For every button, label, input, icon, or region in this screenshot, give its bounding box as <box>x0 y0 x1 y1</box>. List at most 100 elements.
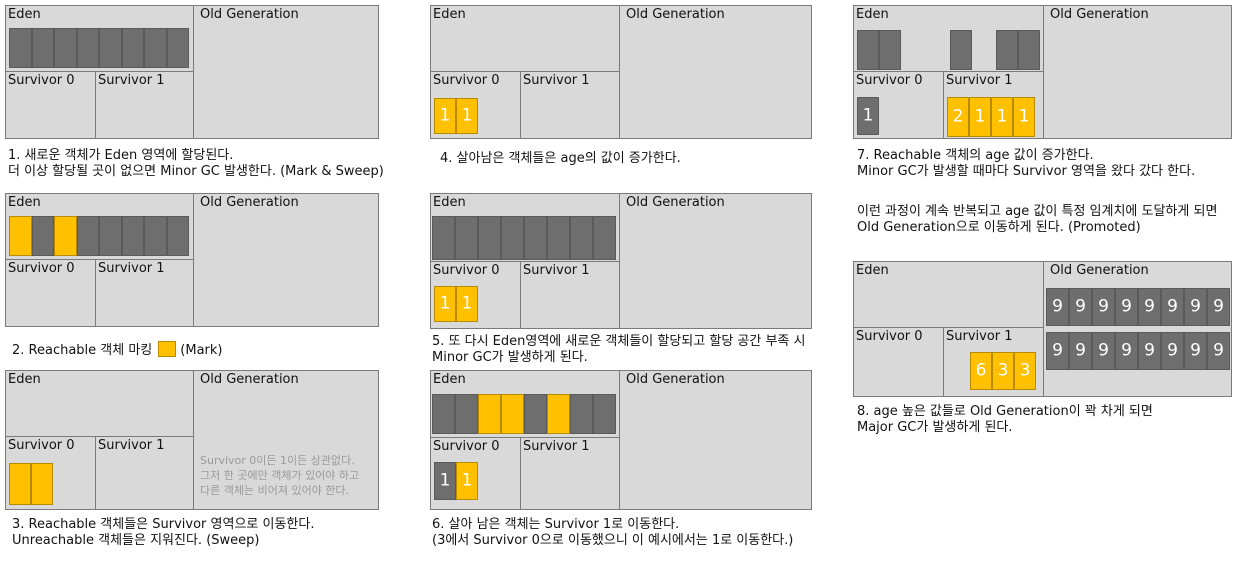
heap-diagram-step-3: Eden Survivor 0 Survivor 1 Old Generatio… <box>5 370 379 510</box>
survivor0-area: Survivor 0 <box>854 328 944 396</box>
object-age-value: 9 <box>1190 296 1201 317</box>
object-age-value: 9 <box>1190 340 1201 361</box>
survivor1-area: Survivor 1 <box>521 72 620 138</box>
object-age-value: 9 <box>1213 340 1224 361</box>
eden-area: Eden <box>854 262 1044 328</box>
eden-area: Eden <box>6 6 194 72</box>
object-age-value: 1 <box>439 470 451 491</box>
survivor1-label: Survivor 1 <box>98 261 165 276</box>
unreachable-object-block <box>121 28 144 68</box>
survivor0-label: Survivor 0 <box>433 439 500 454</box>
unreachable-object-block: 9 <box>1138 332 1161 370</box>
unreachable-object-block: 9 <box>1207 332 1230 370</box>
step-3-caption-line-1: 3. Reachable 객체들은 Survivor 영역으로 이동한다. <box>12 517 315 532</box>
old-generation-area: Old Generation Survivor 0이든 1이든 상관없다. 그저… <box>194 371 378 509</box>
step-5-caption-line-2: Minor GC가 발생하게 된다. <box>432 350 588 365</box>
survivor1-area: Survivor 1 <box>96 260 194 326</box>
unreachable-object-block: 1 <box>434 462 456 500</box>
unreachable-object-block <box>524 216 547 260</box>
unreachable-object-block <box>432 394 455 434</box>
unreachable-object-block: 9 <box>1115 332 1138 370</box>
object-age-value: 9 <box>1052 296 1063 317</box>
reachable-object-block <box>478 394 501 434</box>
unreachable-object-block <box>144 28 167 68</box>
object-age-value: 9 <box>1121 296 1132 317</box>
survivor1-label: Survivor 1 <box>523 263 590 278</box>
survivor1-area: Survivor 1 <box>521 262 620 328</box>
unreachable-object-block <box>76 216 99 256</box>
object-age-value: 9 <box>1167 296 1178 317</box>
unreachable-object-block <box>9 28 32 68</box>
unreachable-object-block: 9 <box>1207 288 1230 326</box>
unreachable-object-block <box>432 216 455 260</box>
step-6-caption-line-1: 6. 살아 남은 객체는 Survivor 1로 이동한다. <box>432 517 680 532</box>
step-8-caption-line-1: 8. age 높은 값들로 Old Generation이 꽉 차게 되면 <box>857 404 1153 419</box>
reachable-object-block: 2 <box>947 97 969 137</box>
step-2-caption: 2. Reachable 객체 마킹 (Mark) <box>12 341 222 358</box>
survivor0-label: Survivor 0 <box>8 438 75 453</box>
unreachable-object-block: 9 <box>1115 288 1138 326</box>
eden-label: Eden <box>8 195 41 210</box>
eden-block <box>879 30 901 70</box>
step-7-caption-line-2: Minor GC가 발생할 때마다 Survivor 영역을 왔다 갔다 한다. <box>857 164 1196 179</box>
unreachable-object-block <box>478 216 501 260</box>
old-generation-label: Old Generation <box>1050 7 1149 22</box>
survivor1-area: Survivor 1 <box>521 438 620 509</box>
eden-block <box>996 30 1018 70</box>
step-1-caption-line-1: 1. 새로운 객체가 Eden 영역에 할당된다. <box>8 148 234 163</box>
survivor1-label: Survivor 1 <box>98 73 165 88</box>
eden-label: Eden <box>856 7 889 22</box>
unreachable-object-block <box>593 216 616 260</box>
step-7-caption-line-3: 이런 과정이 계속 반복되고 age 값이 특정 임계치에 도달하게 되면 <box>857 204 1218 219</box>
step-5-caption-line-1: 5. 또 다시 Eden영역에 새로운 객체들이 할당되고 할당 공간 부족 시 <box>432 334 806 349</box>
reachable-object-block: 6 <box>970 352 992 390</box>
reachable-object-block <box>9 463 31 505</box>
object-age-value: 9 <box>1167 340 1178 361</box>
old-generation-area: Old Generation <box>1044 6 1231 138</box>
survivor0-area: Survivor 0 1 <box>854 72 944 138</box>
old-generation-label: Old Generation <box>200 195 299 210</box>
survivor0-label: Survivor 0 <box>8 73 75 88</box>
reachable-object-block: 1 <box>456 98 478 134</box>
unreachable-object-block <box>121 216 144 256</box>
object-age-value: 1 <box>461 470 473 491</box>
old-generation-label: Old Generation <box>626 195 725 210</box>
object-age-value: 9 <box>1098 340 1109 361</box>
unreachable-object-block <box>455 394 478 434</box>
unreachable-object-block: 9 <box>1184 288 1207 326</box>
survivor1-area: Survivor 1 <box>96 72 194 138</box>
eden-label: Eden <box>8 7 41 22</box>
survivor1-area: Survivor 1 <box>96 437 194 509</box>
survivor0-label: Survivor 0 <box>8 261 75 276</box>
survivor0-area: Survivor 0 <box>6 437 96 509</box>
old-generation-area: Old Generation <box>194 6 378 138</box>
object-age-value: 9 <box>1144 296 1155 317</box>
step-4-caption-line-1: 4. 살아남은 객체들은 age의 값이 증가한다. <box>440 151 681 166</box>
unreachable-object-block <box>76 28 99 68</box>
survivor0-area: Survivor 0 <box>6 260 96 326</box>
reachable-object-block <box>501 394 524 434</box>
unreachable-object-block: 9 <box>1161 288 1184 326</box>
eden-area: Eden <box>854 6 1044 72</box>
old-generation-label: Old Generation <box>200 7 299 22</box>
unreachable-object-block <box>166 216 189 256</box>
eden-area: Eden <box>431 6 620 72</box>
eden-area: Eden <box>431 194 620 262</box>
object-age-value: 1 <box>439 105 451 126</box>
object-age-value: 9 <box>1052 340 1063 361</box>
object-age-value: 9 <box>1075 340 1086 361</box>
unreachable-object-block: 9 <box>1092 332 1115 370</box>
reachable-object-block: 1 <box>456 286 478 322</box>
unreachable-object-block <box>547 216 570 260</box>
object-age-value: 3 <box>997 360 1009 381</box>
object-age-value: 1 <box>1018 106 1030 127</box>
object-age-value: 9 <box>1121 340 1132 361</box>
unreachable-object-block: 9 <box>1138 288 1161 326</box>
reachable-object-block: 1 <box>969 97 991 137</box>
